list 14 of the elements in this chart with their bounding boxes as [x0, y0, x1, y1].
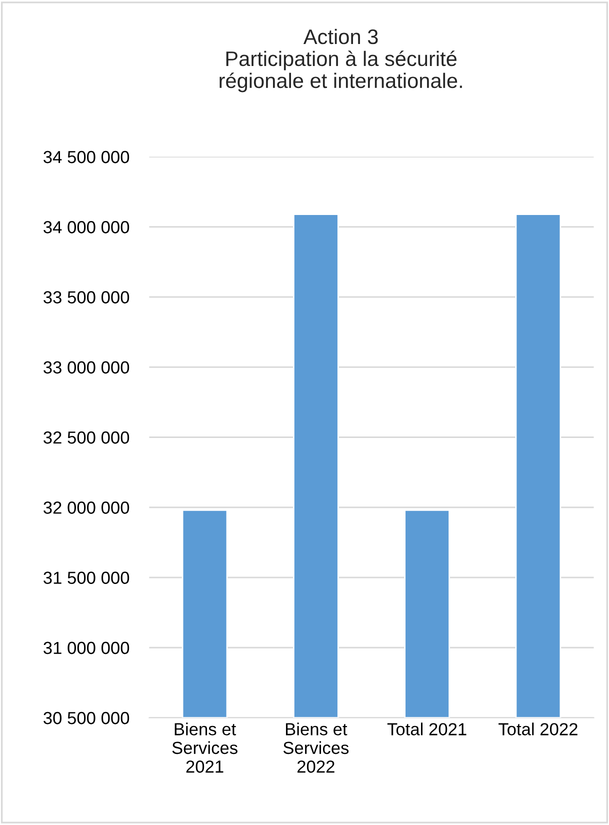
y-tick-label: 31 500 000 — [44, 572, 130, 584]
x-tick-label: Total 2022 — [498, 722, 578, 736]
y-tick-label: 32 000 000 — [44, 502, 130, 514]
x-tick-label: Biens et Services 2022 — [283, 722, 349, 773]
y-tick-label: 33 500 000 — [44, 291, 130, 304]
y-tick-label: 31 000 000 — [44, 642, 130, 654]
y-tick-label: 32 500 000 — [44, 431, 130, 444]
y-tick-label: 30 500 000 — [44, 712, 130, 724]
y-tick-label: 33 000 000 — [44, 361, 130, 374]
x-tick-label: Biens et Services 2021 — [172, 722, 238, 773]
chart-title: Action 3 Participation à la sécurité régionale et internationale. — [220, 28, 462, 92]
y-tick-label: 34 000 000 — [44, 221, 130, 234]
x-tick-label: Total 2021 — [387, 722, 466, 736]
y-tick-label: 34 500 000 — [44, 150, 130, 164]
